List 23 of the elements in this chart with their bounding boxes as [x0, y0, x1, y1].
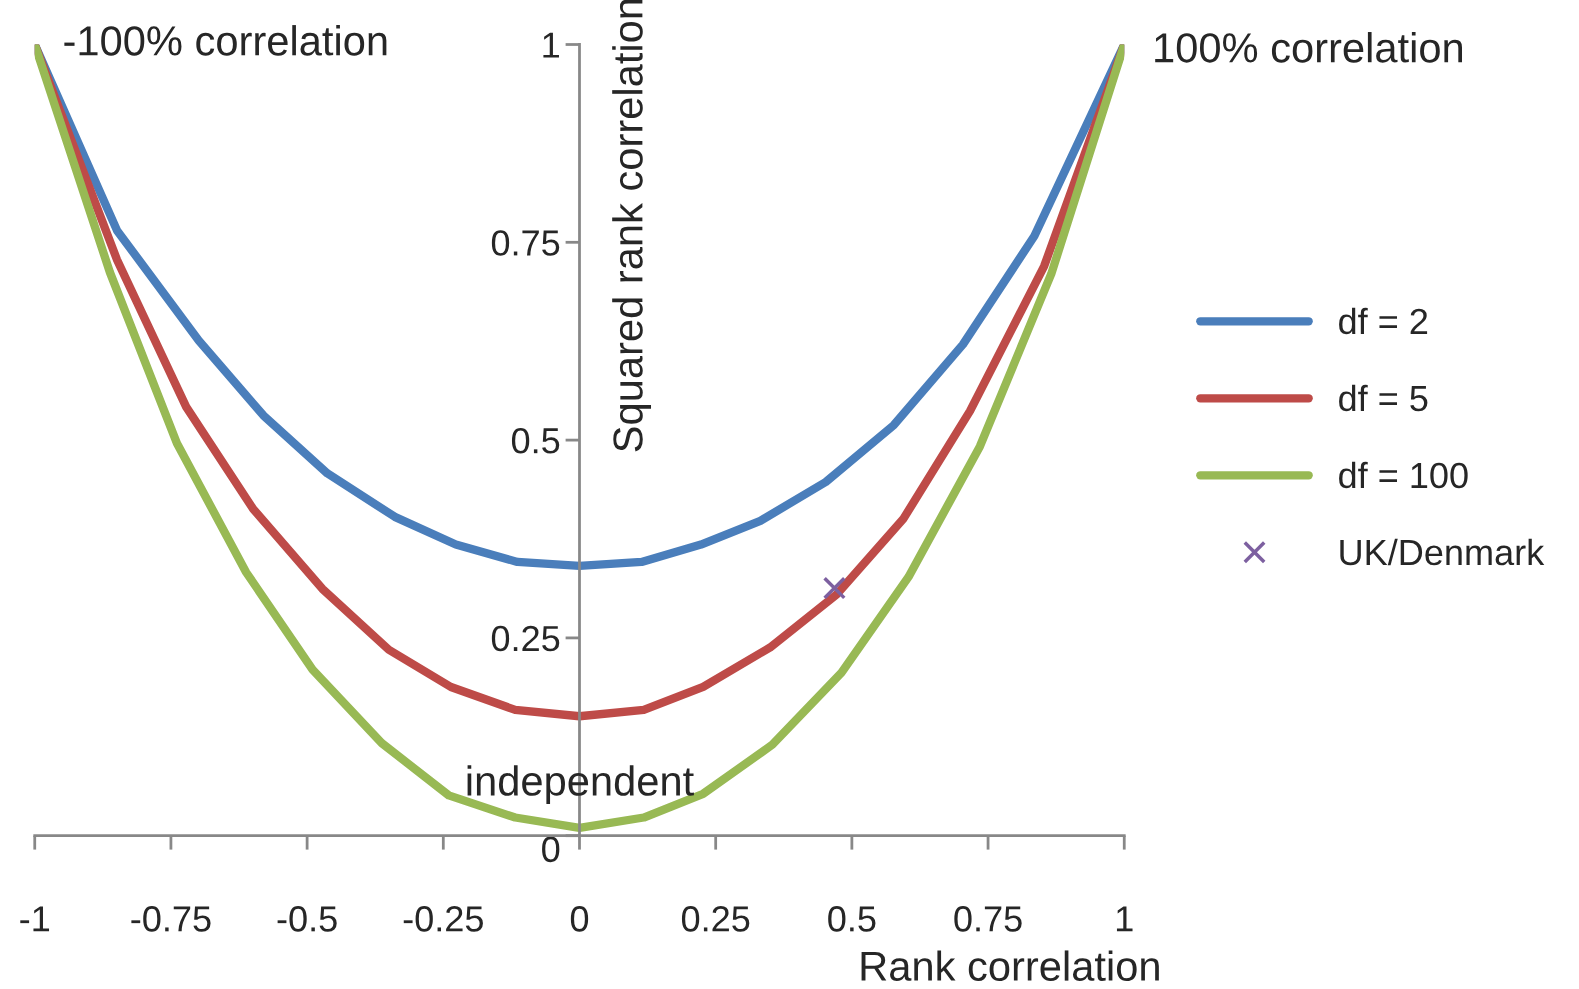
y-tick-label: 0.25 — [491, 625, 560, 652]
x-tick-label: 0 — [570, 906, 589, 932]
annotation: independent — [467, 765, 694, 805]
x-tick-label: 0.75 — [954, 906, 1022, 932]
legend-label: df = 100 — [1339, 461, 1468, 489]
x-tick-label: 1 — [1116, 906, 1133, 932]
y-axis-title: Squared rank correlation — [612, 0, 652, 452]
x-tick-label: -0.25 — [403, 906, 483, 932]
x-tick-label: -1 — [20, 906, 50, 932]
y-tick-label: 1 — [543, 32, 559, 58]
annotation: -100% correlation — [64, 25, 387, 56]
y-tick-label: 0 — [542, 836, 560, 863]
y-tick-label: 0.5 — [511, 427, 560, 454]
x-tick-label: 0.5 — [828, 906, 876, 932]
x-tick-label: -0.5 — [277, 906, 337, 932]
legend-label: df = 5 — [1339, 384, 1428, 412]
y-tick-label: 0.75 — [491, 230, 560, 256]
legend-label: df = 2 — [1339, 307, 1428, 335]
x-tick-label: 0.25 — [681, 906, 750, 932]
annotation: 100% correlation — [1155, 32, 1462, 63]
x-axis-title: Rank correlation — [861, 950, 1159, 982]
x-tick-label: -0.75 — [131, 906, 211, 932]
legend-label: UK/Denmark — [1340, 538, 1545, 566]
